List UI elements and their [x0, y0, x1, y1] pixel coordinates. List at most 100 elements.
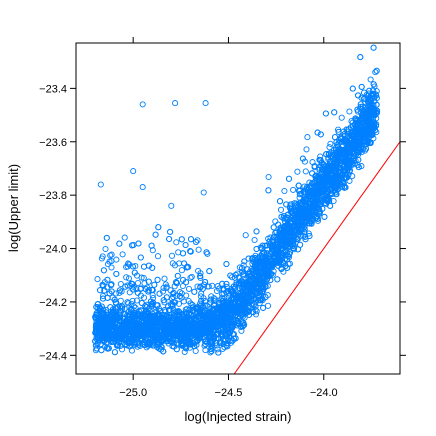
scatter-point [101, 287, 108, 294]
scatter-point [219, 280, 226, 287]
scatter-point [274, 276, 281, 283]
scatter-point [250, 309, 257, 316]
scatter-point [112, 305, 119, 312]
scatter-point [177, 336, 184, 343]
scatter-point [370, 90, 377, 98]
scatter-point [155, 224, 162, 231]
scatter-point [147, 298, 154, 305]
scatter-point [116, 287, 123, 294]
scatter-point [255, 294, 262, 301]
scatter-point [370, 123, 377, 130]
scatter-point [163, 294, 170, 301]
scatter-point [360, 89, 368, 96]
scatter-point [302, 168, 309, 175]
scatter-point [121, 234, 128, 241]
scatter-point [185, 285, 193, 292]
scatter-point [287, 206, 295, 213]
scatter-point [117, 297, 124, 304]
scatter-point [338, 183, 345, 190]
scatter-point [266, 262, 273, 270]
scatter-point [187, 236, 195, 243]
scatter-point [123, 330, 130, 337]
scatter-point [176, 293, 183, 300]
scatter-point [140, 294, 148, 301]
scatter-point [362, 145, 369, 152]
scatter-point [267, 277, 274, 284]
scatter-point [223, 304, 230, 311]
scatter-point [306, 232, 313, 240]
scatter-point [283, 201, 290, 208]
scatter-point [160, 297, 167, 304]
scatter-point [358, 163, 365, 170]
scatter-point [248, 286, 255, 293]
scatter-point [248, 301, 256, 308]
scatter-point [194, 320, 201, 327]
scatter-point [285, 175, 293, 182]
scatter-point [370, 87, 377, 94]
scatter-point [152, 231, 159, 238]
scatter-point [181, 260, 188, 267]
scatter-point [123, 274, 130, 281]
scatter-point [194, 327, 201, 334]
scatter-point [96, 304, 103, 311]
scatter-point [333, 139, 340, 146]
scatter-point [202, 297, 209, 305]
scatter-point [166, 306, 173, 313]
scatter-point [97, 287, 104, 294]
scatter-point [175, 300, 183, 307]
scatter-point [149, 247, 156, 254]
scatter-point [314, 129, 321, 136]
scatter-point [258, 244, 265, 252]
scatter-point [253, 228, 260, 235]
scatter-point [270, 224, 277, 231]
scatter-point [307, 183, 314, 190]
scatter-point [272, 218, 279, 225]
scatter-point [355, 164, 362, 171]
scatter-point [131, 269, 138, 276]
scatter-point [121, 305, 128, 312]
scatter-point [264, 254, 271, 261]
scatter-point [224, 343, 231, 350]
scatter-point [102, 245, 109, 253]
scatter-point [327, 189, 335, 196]
scatter-point [113, 270, 120, 277]
scatter-point [177, 289, 184, 296]
scatter-point [290, 186, 297, 193]
scatter-point [251, 281, 258, 288]
scatter-point [182, 279, 190, 286]
scatter-point [314, 189, 321, 196]
scatter-point [282, 262, 289, 270]
scatter-point [96, 323, 103, 330]
scatter-point [189, 301, 196, 309]
scatter-point [364, 96, 371, 103]
scatter-point [216, 299, 223, 306]
scatter-point [368, 107, 375, 114]
scatter-point [96, 337, 103, 344]
scatter-point [129, 319, 136, 326]
scatter-point [356, 138, 363, 145]
scatter-point [338, 114, 345, 121]
scatter-point [116, 240, 123, 247]
scatter-point [177, 333, 184, 340]
scatter-point [116, 315, 123, 322]
scatter-point [341, 171, 348, 178]
scatter-point [335, 128, 342, 135]
scatter-point [372, 69, 379, 76]
scatter-point [271, 252, 278, 259]
scatter-point [178, 267, 185, 274]
scatter-point [246, 281, 253, 288]
scatter-point [264, 302, 272, 309]
scatter-point [294, 168, 301, 175]
scatter-point [251, 236, 258, 244]
scatter-point [114, 341, 121, 348]
scatter-point [331, 109, 338, 116]
scatter-point [299, 200, 306, 207]
scatter-point [145, 326, 152, 333]
plot-area [75, 42, 401, 375]
scatter-point [151, 309, 158, 316]
scatter-point [126, 289, 133, 296]
scatter-point [111, 349, 118, 356]
scatter-point [168, 295, 175, 302]
scatter-point [330, 197, 337, 205]
